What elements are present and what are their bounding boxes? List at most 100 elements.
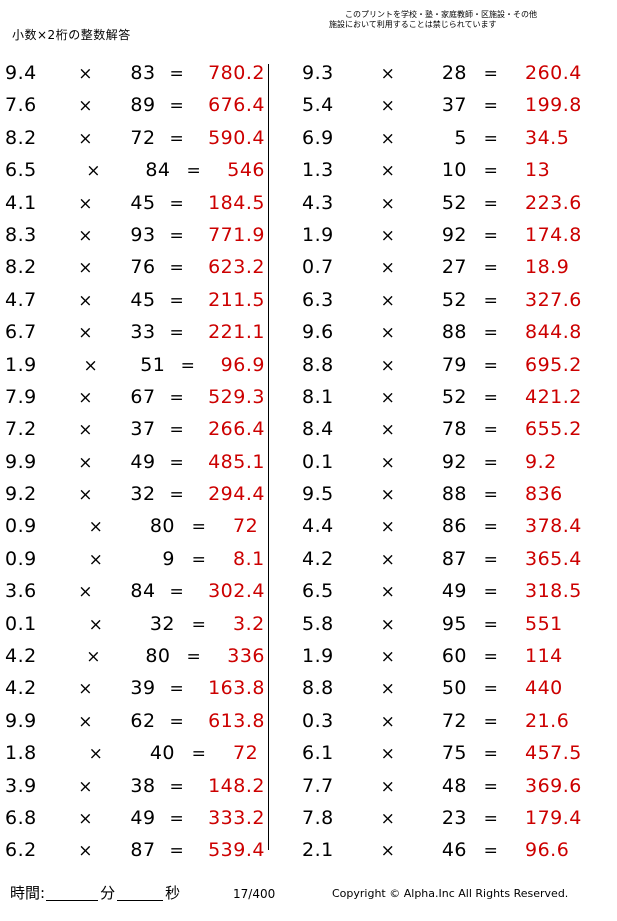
multiplicand: 6.8: [5, 806, 37, 829]
equals-icon: =: [191, 614, 207, 635]
multiplicand: 9.9: [5, 450, 37, 473]
equals-icon: =: [483, 193, 499, 214]
multiply-icon: ×: [86, 161, 101, 182]
multiplicand: 3.6: [5, 580, 37, 603]
multiply-icon: ×: [78, 841, 93, 862]
multiply-icon: ×: [380, 452, 396, 473]
problem-row: 1.9 × 60 = 114: [292, 645, 617, 677]
multiplier: 37: [130, 418, 156, 441]
multiply-icon: ×: [380, 193, 396, 214]
multiplicand: 8.1: [302, 385, 334, 408]
equals-icon: =: [483, 290, 499, 311]
page-number: 17/400: [233, 887, 276, 901]
equals-icon: =: [483, 744, 499, 765]
problem-row: 6.1 × 75 = 457.5: [292, 742, 617, 774]
multiplicand: 9.6: [302, 321, 334, 344]
footer: 時間: 分 秒 17/400 Copyright © Alpha.Inc All R…: [0, 880, 617, 921]
multiplier: 78: [441, 418, 467, 441]
problem-row: 7.9 × 67 = 529.3: [0, 386, 265, 418]
answer: 546: [227, 159, 266, 182]
multiplier: 88: [441, 483, 467, 506]
equals-icon: =: [483, 96, 499, 117]
equals-icon: =: [169, 290, 185, 311]
multiplicand: 4.1: [5, 191, 37, 214]
multiplicand: 7.8: [302, 806, 334, 829]
multiplicand: 8.8: [302, 677, 334, 700]
problem-row: 5.8 × 95 = 551: [292, 613, 617, 645]
multiplier: 62: [130, 709, 156, 732]
multiplicand: 8.2: [5, 256, 37, 279]
multiplicand: 9.4: [5, 62, 37, 84]
multiplicand: 6.9: [302, 126, 334, 149]
multiplier: 28: [441, 62, 467, 84]
multiply-icon: ×: [83, 355, 99, 376]
problem-row: 4.1 × 45 = 184.5: [0, 192, 265, 224]
multiplicand: 9.2: [5, 483, 37, 506]
multiplicand: 6.5: [302, 580, 334, 603]
answer: 655.2: [525, 418, 582, 441]
answer: 34.5: [525, 126, 570, 149]
multiply-icon: ×: [380, 776, 396, 797]
equals-icon: =: [169, 387, 185, 408]
multiply-icon: ×: [78, 128, 93, 149]
problem-row: 7.6 × 89 = 676.4: [0, 94, 265, 126]
multiplier: 23: [441, 806, 467, 829]
multiplicand: 4.3: [302, 191, 334, 214]
time-label: 時間:: [10, 884, 46, 902]
problem-row: 1.9 × 51 = 96.9: [0, 354, 265, 386]
multiply-icon: ×: [380, 128, 396, 149]
problem-row: 8.2 × 72 = 590.4: [0, 127, 265, 159]
equals-icon: =: [483, 420, 499, 441]
answer: 771.9: [208, 223, 265, 246]
multiply-icon: ×: [380, 647, 396, 668]
multiply-icon: ×: [380, 485, 396, 506]
equals-icon: =: [483, 549, 499, 570]
multiplicand: 9.5: [302, 483, 334, 506]
multiply-icon: ×: [78, 323, 93, 344]
multiplier: 27: [441, 256, 467, 279]
multiplier: 76: [130, 256, 156, 279]
problem-row: 6.9 × 5 = 34.5: [292, 127, 617, 159]
equals-icon: =: [169, 64, 185, 84]
time-seconds-blank[interactable]: [117, 882, 164, 901]
equals-icon: =: [483, 647, 499, 668]
equals-icon: =: [483, 225, 499, 246]
equals-icon: =: [483, 128, 499, 149]
multiply-icon: ×: [78, 258, 93, 279]
multiply-icon: ×: [78, 225, 93, 246]
usage-notice: このプリントを学校・塾・家庭教師・区施設・その他 施設において利用することは禁じ…: [329, 10, 609, 30]
equals-icon: =: [483, 679, 499, 700]
multiplicand: 0.1: [302, 450, 334, 473]
page-title: 小数×2桁の整数解答: [12, 28, 131, 42]
problem-row: 6.3 × 52 = 327.6: [292, 289, 617, 321]
usage-notice-line-1: このプリントを学校・塾・家庭教師・区施設・その他: [345, 10, 537, 19]
equals-icon: =: [186, 647, 202, 668]
multiply-icon: ×: [380, 808, 396, 829]
multiplier: 32: [130, 483, 156, 506]
multiply-icon: ×: [78, 582, 93, 603]
equals-icon: =: [483, 582, 499, 603]
answer: 96.6: [525, 839, 570, 862]
multiplier: 84: [145, 159, 171, 182]
equals-icon: =: [169, 258, 185, 279]
answer: 184.5: [208, 191, 265, 214]
multiplicand: 7.9: [5, 385, 37, 408]
multiplier: 52: [441, 385, 467, 408]
problem-row: 8.3 × 93 = 771.9: [0, 224, 265, 256]
problem-row: 4.2 × 87 = 365.4: [292, 548, 617, 580]
copyright-notice: Copyright © Alpha.Inc All Rights Reserve…: [332, 887, 569, 900]
multiplicand: 5.4: [302, 94, 334, 117]
time-minutes-unit: 分: [100, 884, 116, 902]
time-minutes-blank[interactable]: [46, 882, 99, 901]
multiplicand: 1.8: [5, 742, 37, 765]
multiplier: 86: [441, 515, 467, 538]
equals-icon: =: [169, 582, 185, 603]
answer: 440: [525, 677, 563, 700]
answer: 485.1: [208, 450, 265, 473]
multiplicand: 4.2: [5, 645, 37, 668]
answer: 590.4: [208, 126, 265, 149]
answer: 221.1: [208, 321, 265, 344]
problem-row: 0.7 × 27 = 18.9: [292, 256, 617, 288]
multiply-icon: ×: [380, 323, 396, 344]
multiply-icon: ×: [380, 258, 396, 279]
